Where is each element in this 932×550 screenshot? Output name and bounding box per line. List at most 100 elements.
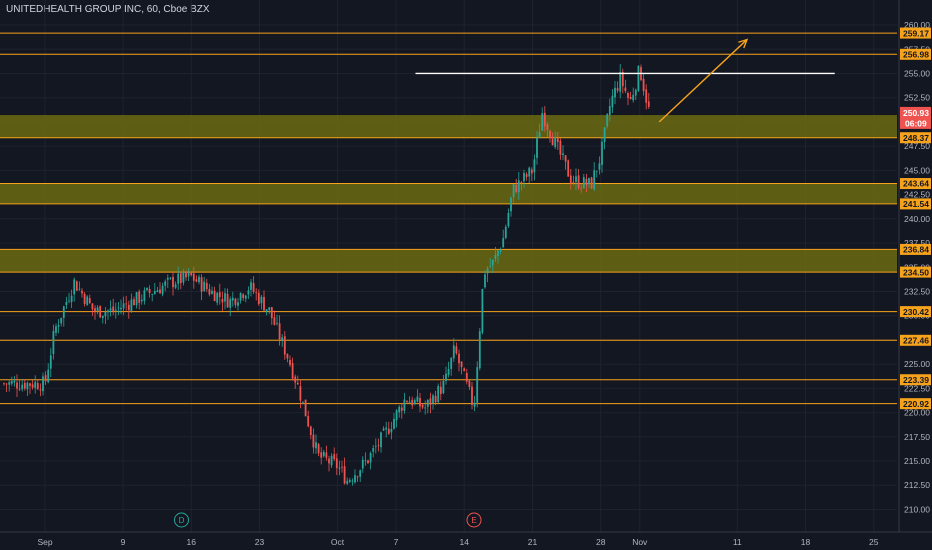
candle-down [627, 93, 629, 98]
x-tick-label: 11 [733, 537, 742, 547]
candle-up [164, 281, 167, 286]
candle-up [177, 273, 180, 284]
level-label-bg [900, 266, 931, 278]
candle-down [159, 289, 161, 294]
candle-up [450, 357, 453, 369]
x-tick-label: 9 [121, 537, 126, 547]
candle-down [642, 78, 645, 92]
candle-up [445, 373, 447, 381]
candle-down [138, 291, 141, 303]
level-label-bg [900, 398, 931, 410]
candle-down [218, 292, 221, 298]
candle-down [226, 293, 229, 308]
candle-down [112, 306, 115, 312]
event-marker-d [174, 512, 189, 528]
candle-down [309, 426, 312, 435]
level-label-bg [900, 374, 931, 386]
candle-up [187, 272, 190, 277]
candle-up [146, 287, 148, 290]
candle-up [117, 307, 120, 309]
x-tick-label: Sep [37, 537, 52, 547]
candle-up [265, 309, 268, 312]
candle-down [283, 336, 286, 355]
candle-up [338, 467, 341, 469]
level-label: 227.46 [903, 336, 929, 346]
candle-up [57, 325, 60, 327]
candle-up [533, 159, 536, 173]
candle-down [551, 138, 554, 146]
candle-up [588, 178, 590, 184]
y-tick-label: 242.50 [904, 190, 930, 200]
candle-up [49, 355, 52, 369]
candle-up [603, 127, 606, 142]
candle-down [263, 296, 265, 311]
candle-up [595, 170, 598, 172]
candle-down [127, 304, 130, 311]
y-tick-label: 220.00 [904, 408, 930, 418]
candle-up [614, 87, 616, 98]
candle-down [333, 454, 336, 460]
candle-up [632, 94, 635, 101]
candle-up [528, 167, 531, 177]
candle-up [504, 226, 507, 238]
level-label: 243.64 [903, 179, 929, 189]
level-label: 256.98 [903, 49, 929, 59]
candle-up [385, 427, 388, 430]
candle-up [182, 271, 185, 283]
candle-up [26, 382, 29, 390]
level-label-bg [900, 48, 931, 60]
candle-up [302, 401, 304, 403]
y-tick-label: 215.00 [904, 456, 930, 466]
candle-up [47, 369, 50, 383]
event-label: D [179, 516, 185, 525]
zone-2 [0, 183, 897, 204]
candle-down [616, 88, 619, 91]
y-tick-label: 247.50 [904, 141, 930, 151]
candle-up [481, 289, 484, 333]
candle-up [593, 170, 596, 190]
candle-down [16, 382, 18, 389]
candle-up [55, 326, 57, 333]
candle-up [637, 66, 640, 91]
candle-down [205, 283, 208, 290]
candle-up [153, 290, 156, 294]
horizontal-levels [0, 32, 897, 405]
candle-up [52, 330, 55, 354]
candle-up [104, 311, 107, 317]
candle-down [572, 182, 575, 183]
candle-down [304, 399, 307, 417]
candle-up [250, 282, 252, 290]
level-label-bg [900, 306, 931, 318]
candle-up [541, 113, 544, 131]
candle-up [346, 480, 349, 484]
candle-up [447, 369, 450, 375]
candle-down [23, 382, 26, 389]
candle-up [351, 480, 354, 482]
candle-up [393, 418, 395, 429]
candle-up [169, 277, 172, 279]
candle-down [296, 382, 299, 385]
candle-down [585, 178, 588, 186]
candle-down [317, 444, 320, 454]
level-label-bg [900, 27, 931, 39]
candle-down [387, 428, 390, 434]
candle-down [530, 169, 533, 174]
candle-down [299, 386, 302, 401]
candle-down [325, 452, 328, 458]
candle-up [109, 308, 112, 311]
x-tick-label: Oct [331, 537, 345, 547]
y-tick-label: 225.00 [904, 359, 930, 369]
candle-up [426, 399, 429, 407]
candle-up [562, 153, 564, 155]
candle-down [567, 160, 570, 177]
candle-up [247, 290, 250, 295]
candle-up [606, 114, 609, 127]
candle-up [231, 297, 234, 301]
candle-down [549, 130, 551, 139]
level-label-bg [900, 198, 931, 210]
candle-down [221, 298, 224, 303]
current-price-bg [900, 106, 931, 129]
